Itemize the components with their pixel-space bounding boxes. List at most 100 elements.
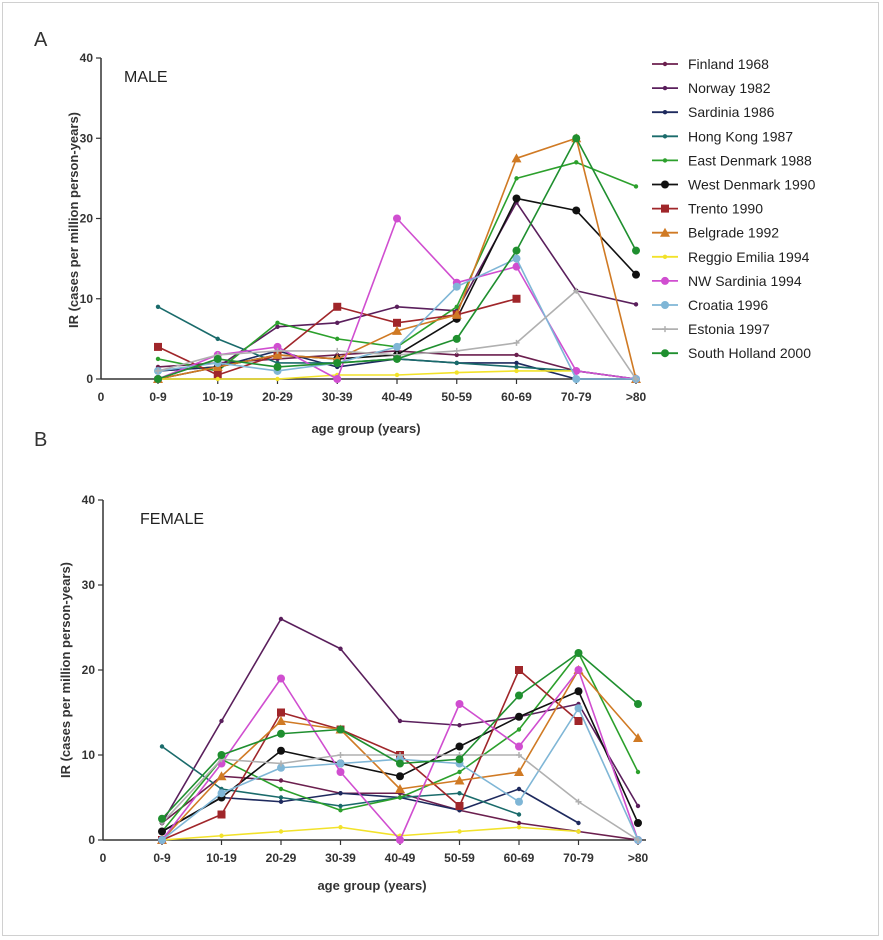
legend: Finland 1968 Norway 1982 Sardinia 1986 Hong… xyxy=(652,56,816,361)
female-point-hong-kong-1987 xyxy=(457,791,462,796)
female-point-west-denmark-1990 xyxy=(396,772,404,781)
legend-item-finland-1968: Finland 1968 xyxy=(652,56,769,72)
male-point-south-holland-2000 xyxy=(333,358,342,367)
female-y-tick-label: 30 xyxy=(82,578,96,592)
male-point-trento-1990 xyxy=(333,302,342,311)
legend-item-south-holland-2000: South Holland 2000 xyxy=(652,345,811,361)
male-y-tick-label: 0 xyxy=(86,372,93,386)
female-chart: 0 10 20 30 40 0 0-9 10-19 20-29 30-39 40-49 50-59 60… xyxy=(82,493,649,865)
male-point-finland-1968 xyxy=(514,352,519,358)
female-x-tick-label: 10-19 xyxy=(206,851,237,865)
female-point-norway-1982 xyxy=(635,803,641,809)
male-point-belgrade-1992 xyxy=(272,349,283,359)
female-point-nw-sardinia-1994 xyxy=(336,768,345,776)
female-point-norway-1982 xyxy=(338,646,343,651)
female-point-south-holland-2000 xyxy=(634,700,642,708)
male-y-tick-label: 40 xyxy=(80,51,94,65)
male-x-tick-label: 60-69 xyxy=(501,390,532,404)
female-series-east-denmark-1988 xyxy=(159,650,641,834)
male-point-west-denmark-1990 xyxy=(572,206,581,215)
female-point-belgrade-1992 xyxy=(633,733,643,742)
male-point-finland-1968 xyxy=(454,352,459,358)
male-point-trento-1990 xyxy=(154,342,162,351)
legend-swatch-marker xyxy=(662,254,668,259)
legend-item-east-denmark-1988: East Denmark 1988 xyxy=(652,152,812,168)
female-x-tick-label: 40-49 xyxy=(385,851,416,865)
male-series-south-holland-2000 xyxy=(154,134,640,383)
legend-item-sardinia-1986: Sardinia 1986 xyxy=(652,104,775,120)
legend-label: South Holland 2000 xyxy=(688,345,811,361)
female-y-tick-label: 20 xyxy=(82,663,96,677)
female-point-croatia-1996 xyxy=(277,763,285,772)
female-point-south-holland-2000 xyxy=(574,649,583,657)
legend-label: Norway 1982 xyxy=(688,80,771,96)
female-point-norway-1982 xyxy=(219,718,224,724)
female-point-east-denmark-1988 xyxy=(516,727,522,732)
male-point-reggio-emilia-1994 xyxy=(215,376,220,382)
male-x-tick-label: 40-49 xyxy=(382,390,413,404)
female-point-estonia-1997 xyxy=(516,752,522,758)
female-point-reggio-emilia-1994 xyxy=(219,833,224,838)
legend-label: East Denmark 1988 xyxy=(688,152,812,168)
male-point-croatia-1996 xyxy=(512,254,521,263)
legend-swatch-marker xyxy=(660,227,670,237)
male-point-croatia-1996 xyxy=(452,282,461,291)
female-point-estonia-1997 xyxy=(278,760,284,767)
male-point-south-holland-2000 xyxy=(393,354,401,363)
legend-label: Finland 1968 xyxy=(688,56,769,72)
female-point-reggio-emilia-1994 xyxy=(338,825,343,830)
female-point-reggio-emilia-1994 xyxy=(516,825,522,830)
female-point-south-holland-2000 xyxy=(217,751,226,759)
male-series-croatia-1996 xyxy=(154,254,640,383)
female-x-tick-label: 0-9 xyxy=(153,851,171,865)
male-point-hong-kong-1987 xyxy=(215,336,220,342)
female-x-tick-label: 20-29 xyxy=(266,851,297,865)
female-point-croatia-1996 xyxy=(515,797,523,806)
male-x-tick-label: 0-9 xyxy=(149,390,167,404)
female-point-sardinia-1986 xyxy=(516,786,522,792)
male-point-nw-sardinia-1994 xyxy=(572,366,581,375)
legend-label: Estonia 1997 xyxy=(688,321,770,337)
male-point-estonia-1997 xyxy=(453,347,460,354)
male-x-tick-label: 50-59 xyxy=(441,390,472,404)
female-point-sardinia-1986 xyxy=(278,799,284,804)
male-y-axis-label: IR (cases per million person-years) xyxy=(66,112,81,328)
male-x-tick-label: 30-39 xyxy=(322,390,353,404)
female-point-croatia-1996 xyxy=(217,789,226,798)
female-point-hong-kong-1987 xyxy=(159,744,165,749)
female-point-estonia-1997 xyxy=(397,752,403,758)
legend-label: West Denmark 1990 xyxy=(688,177,816,193)
male-point-south-holland-2000 xyxy=(452,334,461,343)
female-y-tick-label: 10 xyxy=(82,748,96,762)
male-point-hong-kong-1987 xyxy=(454,360,459,366)
female-series-nw-sardinia-1994 xyxy=(158,666,642,844)
male-x-axis-label: age group (years) xyxy=(311,421,420,436)
male-y-tick-label: 20 xyxy=(80,212,94,226)
legend-item-croatia-1996: Croatia 1996 xyxy=(652,297,768,313)
female-point-trento-1990 xyxy=(455,802,464,810)
female-point-trento-1990 xyxy=(217,810,226,819)
female-point-reggio-emilia-1994 xyxy=(457,829,462,834)
male-point-belgrade-1992 xyxy=(451,309,462,319)
legend-swatch-marker xyxy=(661,204,669,213)
female-point-finland-1968 xyxy=(278,778,284,783)
female-x-origin-label: 0 xyxy=(100,851,107,865)
legend-item-belgrade-1992: Belgrade 1992 xyxy=(652,225,779,241)
legend-item-nw-sardinia-1994: NW Sardinia 1994 xyxy=(652,273,802,289)
male-point-estonia-1997 xyxy=(274,347,281,354)
female-point-hong-kong-1987 xyxy=(338,803,343,809)
female-point-nw-sardinia-1994 xyxy=(515,742,523,751)
female-x-tick-label: 60-69 xyxy=(504,851,535,865)
male-point-croatia-1996 xyxy=(393,342,401,351)
male-x-origin-label: 0 xyxy=(98,390,105,404)
male-point-estonia-1997 xyxy=(573,287,580,294)
female-point-south-holland-2000 xyxy=(277,729,285,738)
legend-swatch-marker xyxy=(661,301,669,309)
female-point-hong-kong-1987 xyxy=(516,812,522,817)
legend-item-west-denmark-1990: West Denmark 1990 xyxy=(652,177,816,193)
male-point-croatia-1996 xyxy=(572,375,581,383)
male-point-east-denmark-1988 xyxy=(335,336,340,342)
female-series-south-holland-2000 xyxy=(158,649,642,823)
legend-label: Reggio Emilia 1994 xyxy=(688,249,810,265)
male-point-estonia-1997 xyxy=(513,339,520,346)
